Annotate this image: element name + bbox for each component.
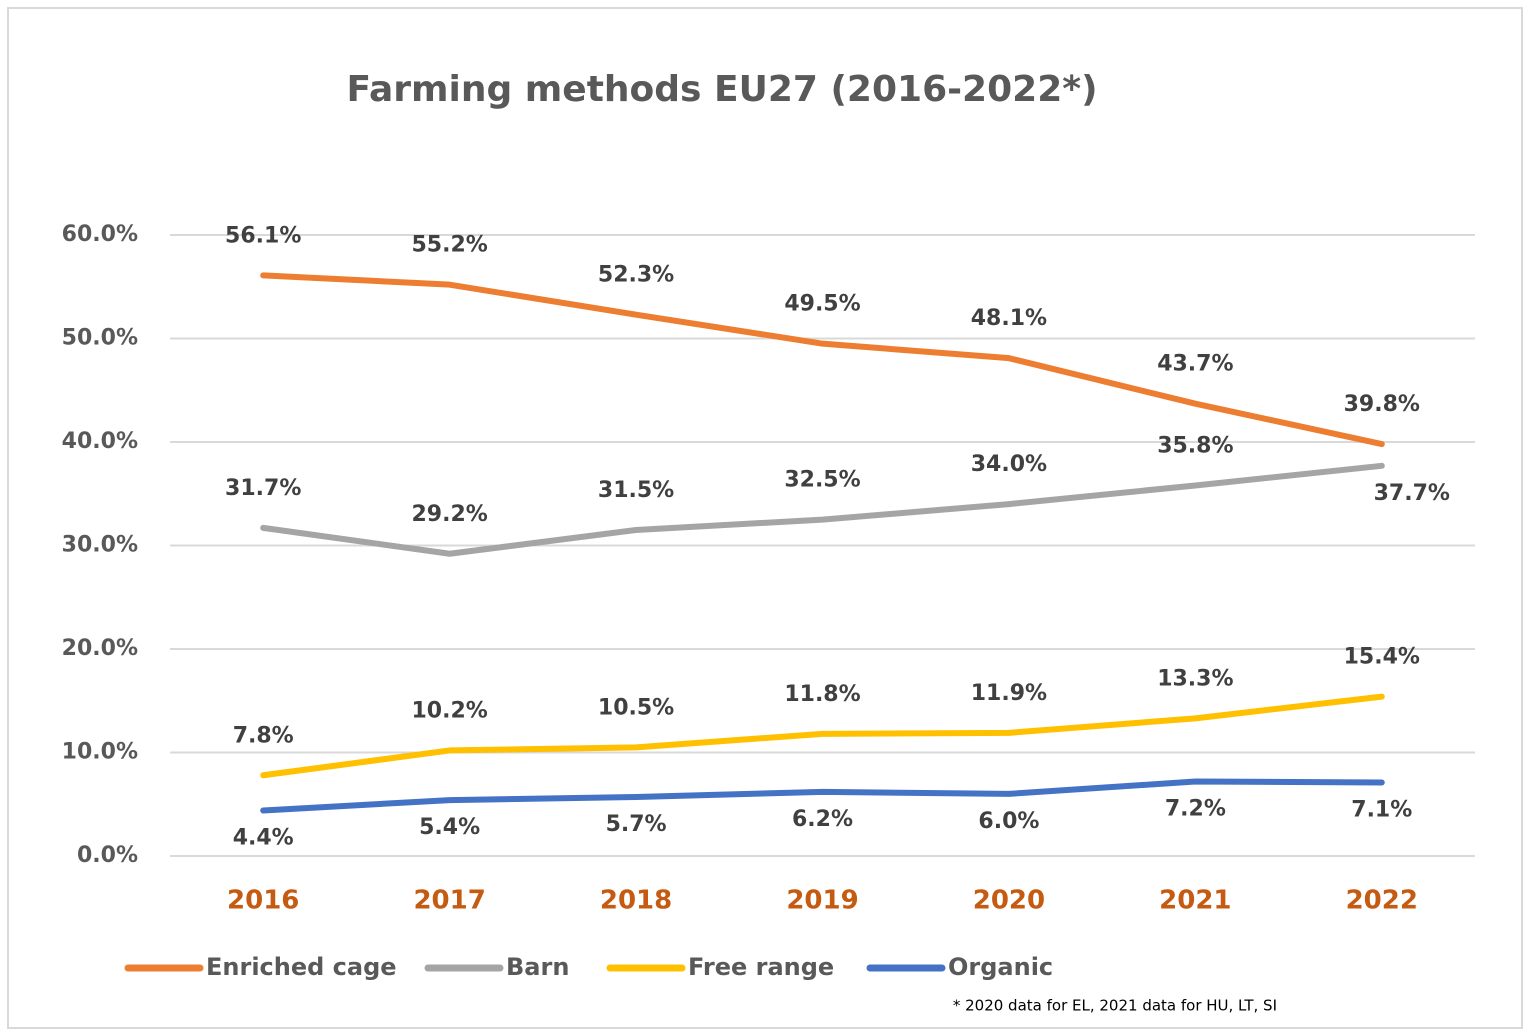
data-label: 56.1%	[225, 223, 301, 248]
data-label: 55.2%	[411, 233, 487, 258]
data-label: 49.5%	[784, 292, 860, 317]
data-label: 13.3%	[1157, 666, 1233, 691]
data-label: 7.1%	[1351, 798, 1412, 823]
chart-title: Farming methods EU27 (2016-2022*)	[346, 69, 1097, 110]
data-label: 5.7%	[606, 812, 667, 837]
x-tick-label: 2016	[227, 886, 299, 916]
x-tick-label: 2021	[1159, 886, 1231, 916]
data-label: 43.7%	[1157, 352, 1233, 377]
data-label: 4.4%	[233, 825, 294, 850]
x-tick-label: 2018	[600, 886, 672, 916]
series-line	[260, 272, 1385, 448]
data-label: 6.2%	[792, 807, 853, 832]
footnote: * 2020 data for EL, 2021 data for HU, LT…	[953, 997, 1277, 1015]
data-label: 11.9%	[971, 681, 1047, 706]
data-label: 52.3%	[598, 263, 674, 288]
data-label: 29.2%	[411, 502, 487, 527]
y-tick-label: 60.0%	[62, 222, 138, 247]
data-label: 34.0%	[971, 452, 1047, 477]
legend-label: Barn	[506, 953, 569, 981]
y-tick-label: 30.0%	[62, 533, 138, 558]
data-label: 11.8%	[784, 682, 860, 707]
y-tick-label: 20.0%	[62, 636, 138, 661]
data-label: 7.8%	[233, 723, 294, 748]
x-tick-label: 2017	[413, 886, 485, 916]
data-label: 39.8%	[1344, 392, 1420, 417]
data-label: 35.8%	[1157, 433, 1233, 458]
y-tick-label: 50.0%	[62, 326, 138, 351]
data-label: 10.2%	[411, 698, 487, 723]
y-tick-label: 40.0%	[62, 429, 138, 454]
x-tick-label: 2020	[973, 886, 1045, 916]
data-label: 10.5%	[598, 695, 674, 720]
data-label: 15.4%	[1344, 645, 1420, 670]
data-label: 31.5%	[598, 478, 674, 503]
data-label: 7.2%	[1165, 796, 1226, 821]
legend-label: Enriched cage	[206, 953, 397, 981]
data-label: 32.5%	[784, 468, 860, 493]
series-line	[260, 778, 1385, 814]
data-label: 5.4%	[419, 815, 480, 840]
chart-frame	[7, 7, 1523, 1029]
legend-label: Free range	[688, 953, 834, 981]
y-tick-label: 10.0%	[62, 740, 138, 765]
x-tick-label: 2019	[786, 886, 858, 916]
data-label: 31.7%	[225, 476, 301, 501]
y-tick-label: 0.0%	[77, 843, 138, 868]
data-label: 48.1%	[971, 306, 1047, 331]
data-label: 6.0%	[978, 809, 1039, 834]
series-line	[260, 462, 1385, 557]
legend-label: Organic	[948, 953, 1053, 981]
x-tick-label: 2022	[1346, 886, 1418, 916]
data-label: 37.7%	[1374, 481, 1450, 506]
series-line	[260, 693, 1385, 779]
